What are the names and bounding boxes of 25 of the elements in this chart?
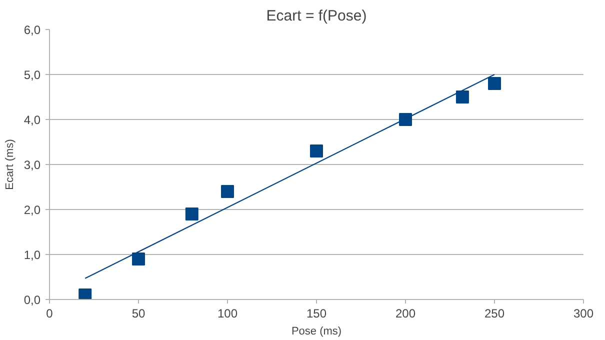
x-tick-label: 100 xyxy=(217,306,238,320)
point xyxy=(78,288,92,300)
x-tick-label: 0 xyxy=(46,306,54,320)
y-axis-title: Ecart (ms) xyxy=(4,139,16,190)
point xyxy=(310,144,323,158)
point xyxy=(221,185,234,198)
x-tick-label: 50 xyxy=(132,306,146,320)
point xyxy=(132,252,145,266)
x-tick-label: 150 xyxy=(306,306,327,320)
y-tick-label: 1,0 xyxy=(24,248,41,262)
point xyxy=(399,113,412,126)
y-tick-label: 0,0 xyxy=(24,293,41,307)
y-tick-label: 6,0 xyxy=(24,23,41,37)
y-tick-label: 2,0 xyxy=(24,203,41,217)
y-tick-label: 3,0 xyxy=(24,158,41,172)
chart-title: Ecart = f(Pose) xyxy=(266,8,367,24)
point xyxy=(488,77,501,90)
x-tick-label: 200 xyxy=(395,306,416,320)
x-tick-label: 250 xyxy=(484,306,505,320)
point xyxy=(185,208,198,220)
point xyxy=(456,90,469,104)
y-tick-label: 4,0 xyxy=(24,113,41,127)
y-tick-label: 5,0 xyxy=(24,68,41,82)
x-axis-title: Pose (ms) xyxy=(291,326,342,338)
x-tick-label: 300 xyxy=(573,306,594,320)
